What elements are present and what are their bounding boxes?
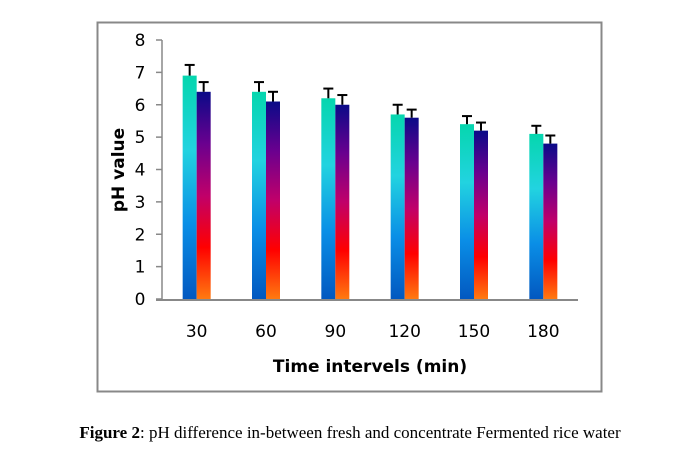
- y-tick-label: 0: [135, 290, 146, 310]
- bar: [529, 133, 544, 299]
- y-tick-label: 6: [135, 96, 146, 116]
- x-tick-label: 30: [186, 322, 208, 342]
- x-tick-label: 90: [325, 322, 347, 342]
- x-tick-label: 120: [388, 322, 420, 342]
- bar: [474, 130, 488, 299]
- bar: [266, 101, 280, 299]
- bar: [252, 91, 266, 299]
- y-tick-label: 3: [135, 193, 146, 213]
- bar: [182, 75, 197, 299]
- x-axis-label: Time intervels (min): [273, 357, 467, 377]
- x-tick-label: 180: [527, 322, 559, 342]
- y-tick-label: 2: [135, 225, 146, 245]
- bar: [460, 124, 474, 299]
- bar: [321, 98, 336, 300]
- bar: [543, 143, 558, 299]
- bar: [335, 104, 350, 299]
- y-tick-label: 7: [135, 63, 146, 83]
- y-tick-label: 5: [135, 128, 146, 148]
- y-tick-label: 4: [135, 161, 146, 181]
- caption-label: Figure 2: [79, 423, 140, 442]
- bar: [404, 117, 419, 299]
- chart-frame: [96, 21, 603, 393]
- caption-text: : pH difference in-between fresh and con…: [139, 423, 621, 442]
- x-tick-label: 150: [458, 322, 490, 342]
- bar: [196, 91, 211, 299]
- bar: [390, 114, 405, 300]
- y-tick-label: 1: [135, 258, 146, 278]
- y-axis-label: pH value: [109, 128, 129, 212]
- figure-caption: Figure 2: pH difference in-between fresh…: [0, 423, 700, 443]
- x-tick-label: 60: [255, 322, 277, 342]
- y-tick-label: 8: [135, 31, 146, 51]
